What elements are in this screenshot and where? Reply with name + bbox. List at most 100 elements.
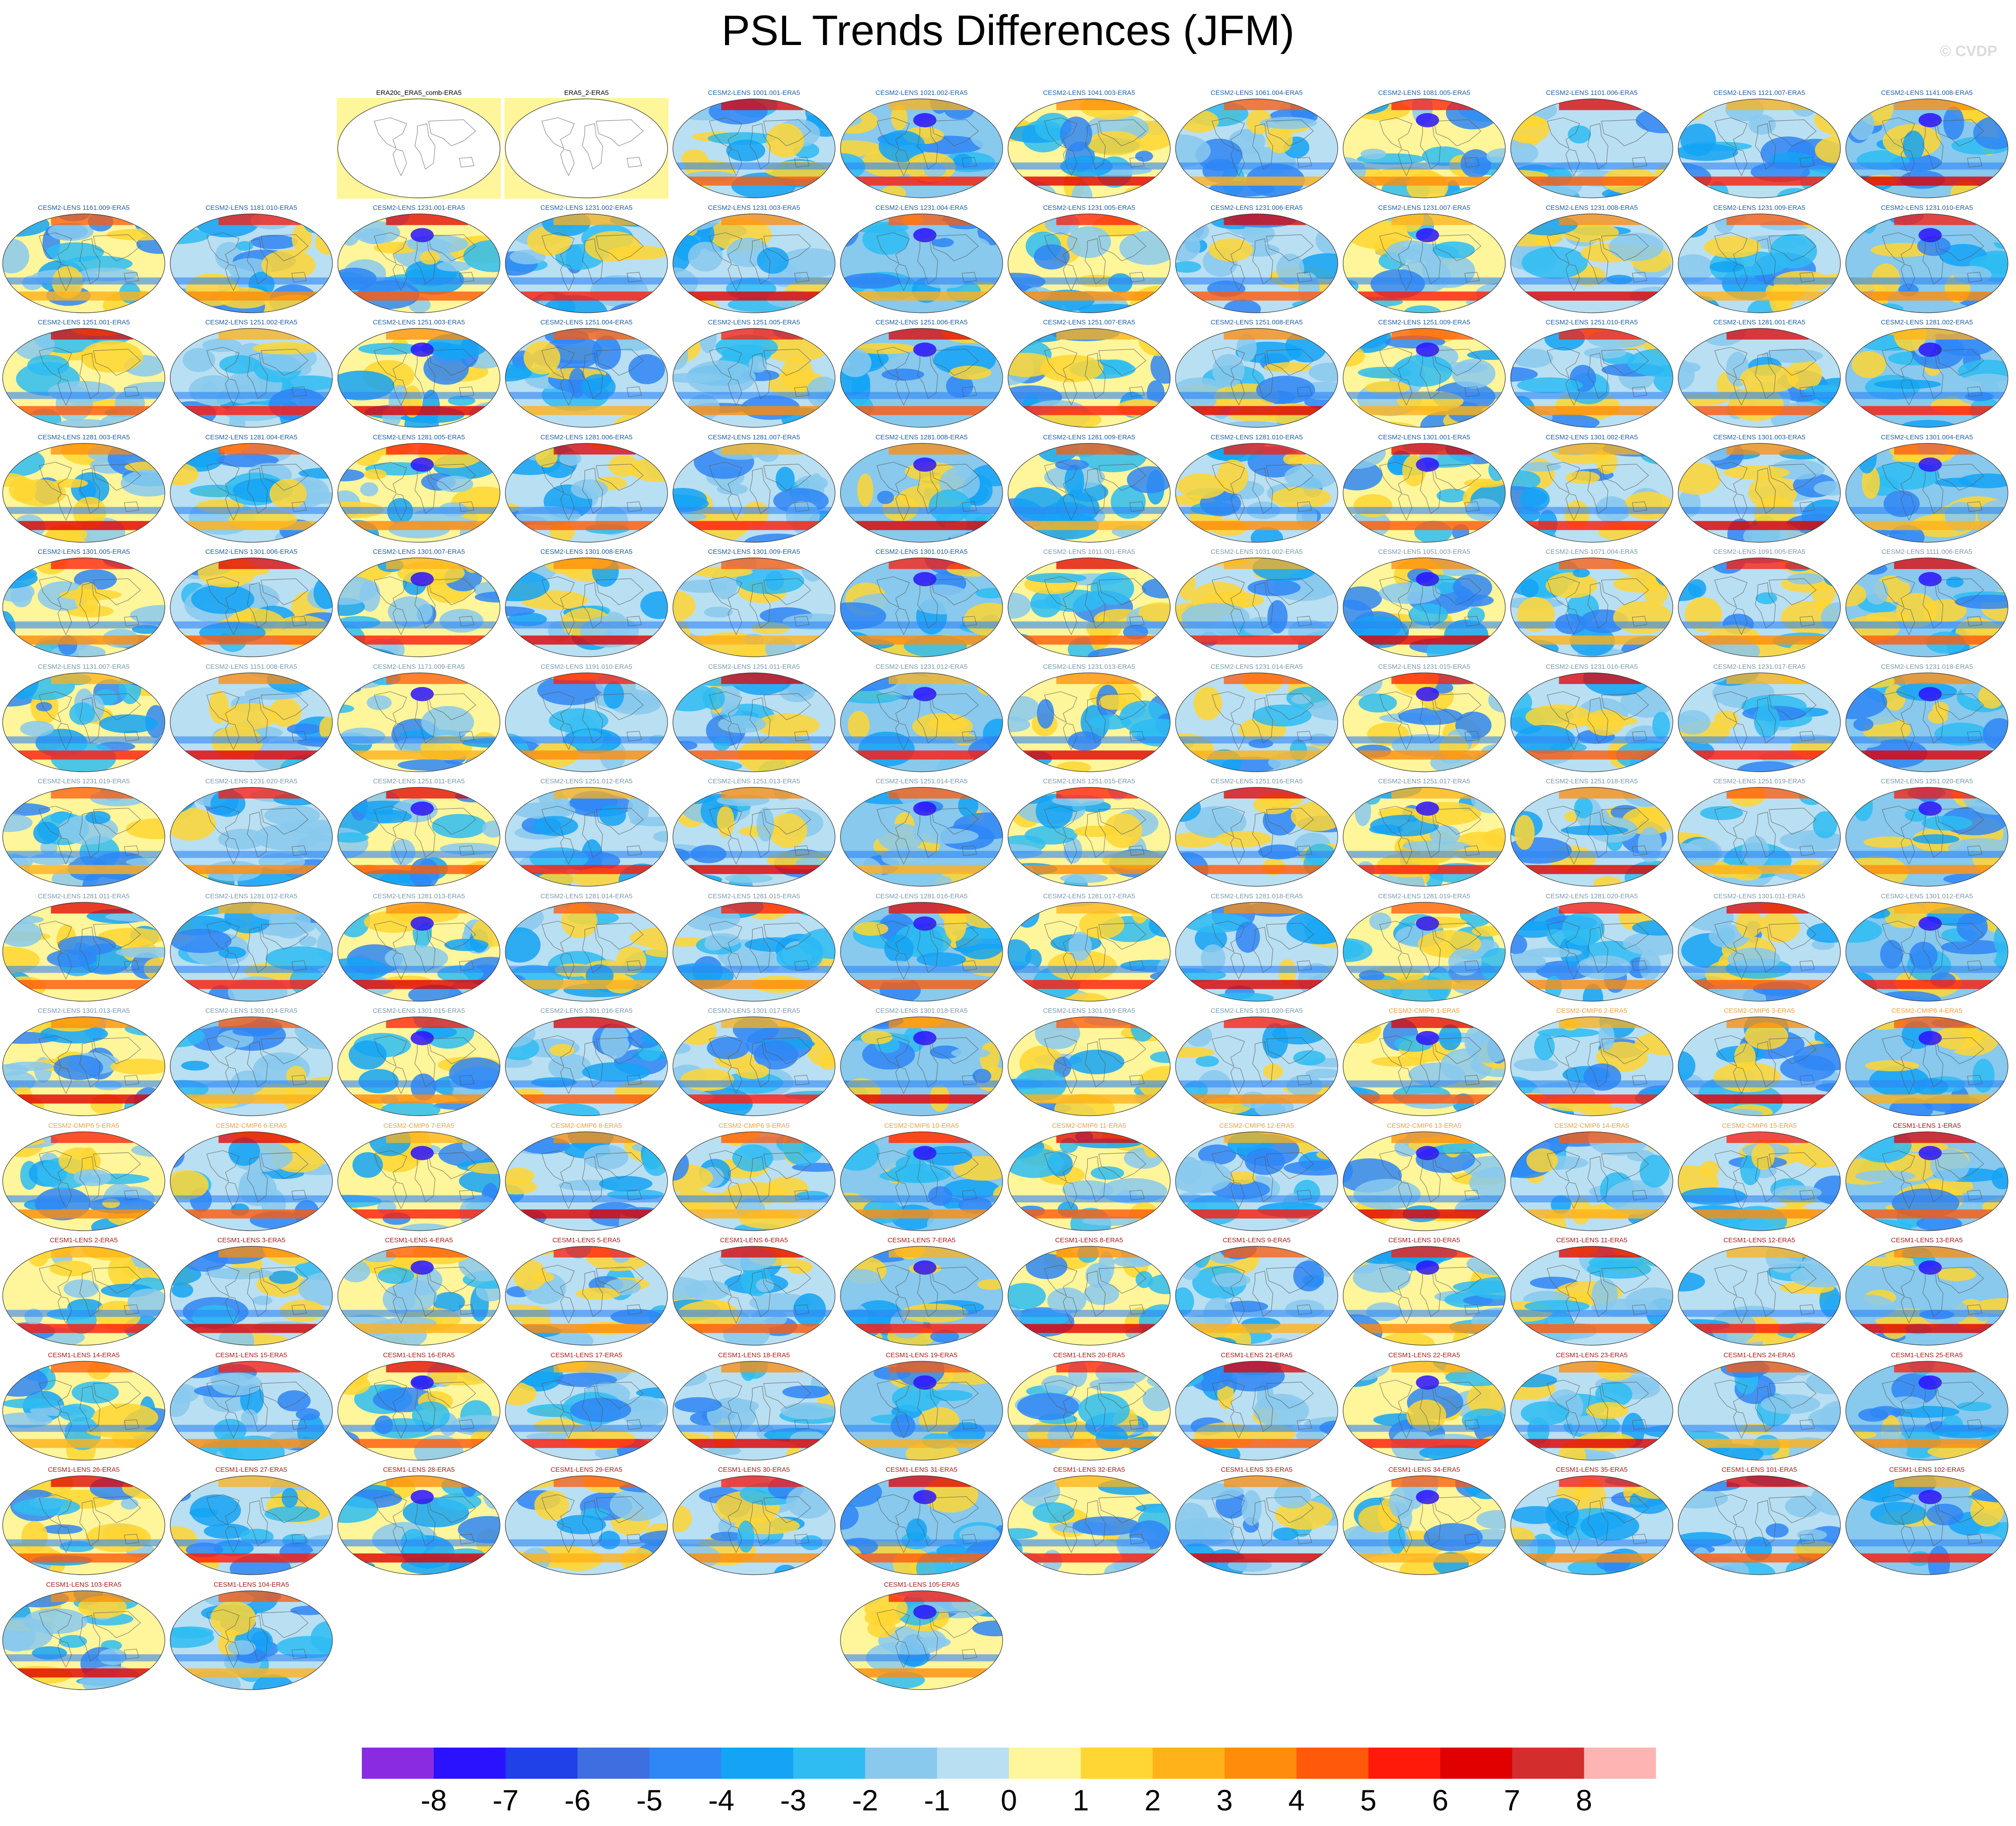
- map-panel: CESM2-LENS 1251.006-ERA5: [838, 319, 1005, 431]
- map-panel: CESM2-LENS 1281.008-ERA5: [838, 434, 1005, 546]
- colorbar-tick-label: 5: [1360, 1784, 1377, 1817]
- map-panel: CESM2-LENS 1301.020-ERA5: [1173, 1007, 1340, 1119]
- panel-label: CESM2-LENS 1281.004-ERA5: [205, 433, 298, 441]
- panel-label: CESM2-LENS 1231.008-ERA5: [1545, 204, 1638, 212]
- map-panel: CESM2-CMIP6 11-ERA5: [1005, 1122, 1173, 1234]
- map-panel: CESM1-LENS 23-ERA5: [1508, 1351, 1676, 1464]
- world-map: [1008, 672, 1171, 772]
- world-map: [1175, 1360, 1338, 1461]
- world-map: [1845, 1246, 2008, 1346]
- panel-label: CESM1-LENS 4-ERA5: [385, 1236, 453, 1244]
- world-map: [672, 98, 836, 198]
- panel-label: CESM2-LENS 1281.003-ERA5: [37, 433, 130, 441]
- map-panel: CESM2-LENS 1251.011-ERA5: [670, 663, 838, 775]
- panel-label: CESM2-LENS 1161.009-ERA5: [38, 204, 130, 212]
- colorbar-box: [505, 1748, 578, 1779]
- map-panel: CESM1-LENS 29-ERA5: [503, 1466, 670, 1578]
- map-panel: CESM2-LENS 1231.019-ERA5: [0, 778, 168, 890]
- map-panel: CESM1-LENS 3-ERA5: [168, 1236, 335, 1349]
- world-map: [1008, 1131, 1171, 1231]
- world-map: [170, 787, 333, 887]
- panel-label: CESM2-LENS 1301.011-ERA5: [1713, 892, 1805, 900]
- map-panel: CESM2-CMIP6 5-ERA5: [0, 1122, 168, 1234]
- world-map: [1510, 1016, 1673, 1116]
- world-map: [1845, 1360, 2008, 1461]
- panel-label: CESM2-LENS 1111.006-ERA5: [1881, 548, 1972, 556]
- panel-label: CESM2-LENS 1051.003-ERA5: [1378, 548, 1471, 556]
- world-map: [1510, 328, 1673, 428]
- world-map: [505, 213, 668, 313]
- panel-label: CESM2-LENS 1251.004-ERA5: [540, 319, 633, 326]
- map-panel: CESM2-LENS 1251.005-ERA5: [670, 319, 838, 431]
- map-panel: CESM2-LENS 1051.003-ERA5: [1340, 548, 1508, 660]
- panel-label: CESM2-LENS 1251.009-ERA5: [1378, 319, 1471, 326]
- panel-label: CESM2-LENS 1251.007-ERA5: [1043, 319, 1135, 326]
- map-panel: CESM2-CMIP6 2-ERA5: [1508, 1007, 1676, 1119]
- panel-label: CESM2-LENS 1301.016-ERA5: [540, 1007, 633, 1015]
- map-panel: CESM1-LENS 5-ERA5: [503, 1236, 670, 1349]
- map-panel: CESM2-CMIP6 10-ERA5: [838, 1122, 1005, 1234]
- colorbar-tick-label: -3: [780, 1784, 807, 1817]
- map-panel: CESM1-LENS 101-ERA5: [1676, 1466, 1843, 1578]
- colorbar-box: [865, 1748, 938, 1779]
- panel-label: CESM2-LENS 1251.019-ERA5: [1713, 778, 1806, 785]
- panel-label: CESM2-LENS 1301.015-ERA5: [373, 1007, 465, 1015]
- colorbar-box: [1225, 1748, 1297, 1779]
- panel-label: CESM2-LENS 1171.009-ERA5: [373, 663, 465, 671]
- panel-label: CESM1-LENS 17-ERA5: [550, 1351, 623, 1359]
- world-map: [672, 1131, 836, 1231]
- colorbar-tick-label: -6: [564, 1784, 591, 1817]
- watermark: © CVDP: [1940, 43, 1997, 60]
- map-panel: CESM1-LENS 7-ERA5: [838, 1236, 1005, 1349]
- map-panel: CESM2-LENS 1131.007-ERA5: [0, 663, 168, 775]
- map-panel: CESM2-LENS 1301.006-ERA5: [168, 548, 335, 660]
- panel-label: CESM2-LENS 1281.013-ERA5: [373, 892, 465, 900]
- map-panel: CESM2-LENS 1301.011-ERA5: [1676, 893, 1843, 1005]
- world-map: [337, 328, 500, 428]
- world-map: [170, 1590, 333, 1690]
- world-map: [170, 901, 333, 1002]
- world-map: [170, 1360, 333, 1461]
- colorbar: [362, 1748, 1656, 1779]
- map-panel: CESM2-LENS 1231.014-ERA5: [1173, 663, 1340, 775]
- panel-label: CESM1-LENS 5-ERA5: [552, 1236, 621, 1244]
- world-map: [1678, 557, 1841, 657]
- world-map: [1845, 1475, 2008, 1575]
- world-map: [1678, 1016, 1841, 1116]
- map-panel: CESM2-CMIP6 9-ERA5: [670, 1122, 838, 1234]
- world-map: [1343, 672, 1506, 772]
- map-panel: CESM2-LENS 1281.018-ERA5: [1173, 893, 1340, 1005]
- map-panel: CESM1-LENS 31-ERA5: [838, 1466, 1005, 1578]
- map-panel: CESM2-LENS 1251.007-ERA5: [1005, 319, 1173, 431]
- world-map: [1845, 672, 2008, 772]
- panel-label: CESM2-LENS 1231.006-ERA5: [1210, 204, 1303, 212]
- world-map: [672, 787, 836, 887]
- panel-label: CESM1-LENS 23-ERA5: [1556, 1351, 1628, 1359]
- panel-label: CESM2-CMIP6 11-ERA5: [1052, 1122, 1127, 1130]
- panel-label: CESM2-LENS 1041.003-ERA5: [1043, 89, 1135, 97]
- panel-label: CESM2-CMIP6 13-ERA5: [1387, 1122, 1462, 1130]
- map-panel: CESM2-LENS 1231.020-ERA5: [168, 778, 335, 890]
- panel-label: CESM2-CMIP6 8-ERA5: [551, 1122, 622, 1130]
- world-map: [2, 787, 165, 887]
- panel-label: CESM2-LENS 1251.003-ERA5: [373, 319, 465, 326]
- panel-label: CESM2-LENS 1301.020-ERA5: [1210, 1007, 1303, 1015]
- panel-label: CESM1-LENS 27-ERA5: [215, 1466, 287, 1474]
- world-map: [337, 901, 500, 1002]
- world-map: [1343, 901, 1506, 1002]
- panel-label: CESM2-LENS 1181.010-ERA5: [205, 204, 297, 212]
- map-panel: CESM2-LENS 1151.008-ERA5: [168, 663, 335, 775]
- world-map: [1343, 1246, 1506, 1346]
- map-panel: CESM1-LENS 33-ERA5: [1173, 1466, 1340, 1578]
- panel-label: CESM2-LENS 1191.010-ERA5: [541, 663, 632, 671]
- world-map: [337, 557, 500, 657]
- panel-label: CESM2-LENS 1231.013-ERA5: [1043, 663, 1135, 671]
- world-map: [1008, 442, 1171, 543]
- world-map: [337, 672, 500, 772]
- world-map: [1678, 328, 1841, 428]
- map-panel: CESM2-LENS 1251.014-ERA5: [838, 778, 1005, 890]
- panel-label: CESM1-LENS 30-ERA5: [718, 1466, 790, 1474]
- map-panel: CESM2-LENS 1301.001-ERA5: [1340, 434, 1508, 546]
- map-panel: CESM2-LENS 1231.005-ERA5: [1005, 204, 1173, 316]
- map-panel: CESM1-LENS 35-ERA5: [1508, 1466, 1676, 1578]
